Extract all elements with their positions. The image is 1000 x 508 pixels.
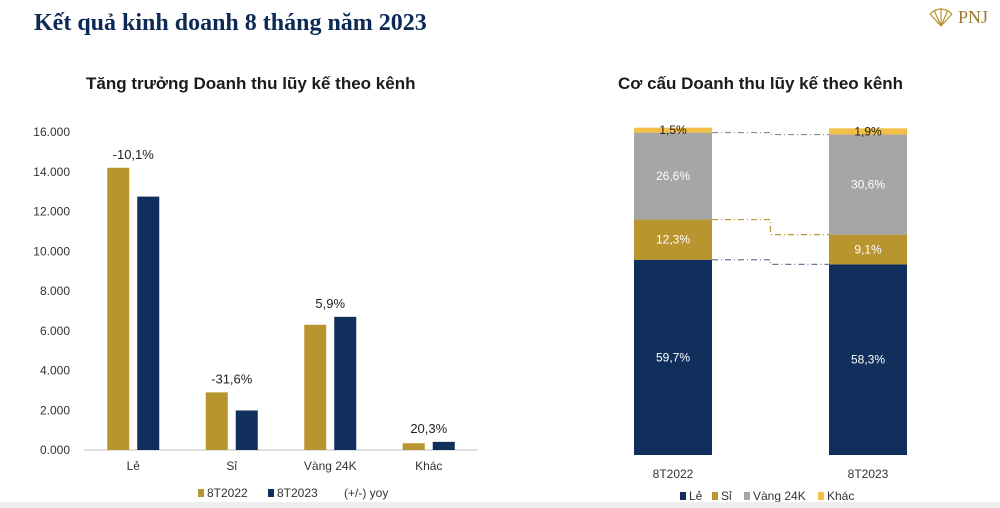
legend-swatch-Sỉ bbox=[712, 492, 718, 500]
yoy-annotation: 20,3% bbox=[410, 421, 447, 436]
logo-text: PNJ bbox=[957, 6, 988, 27]
footer-bar bbox=[0, 502, 1000, 508]
connector-line bbox=[712, 259, 829, 265]
segment-label: 1,9% bbox=[854, 124, 882, 138]
connector-line bbox=[712, 131, 829, 136]
y-tick-label: 12.000 bbox=[33, 205, 70, 219]
yoy-annotation: -10,1% bbox=[113, 147, 155, 162]
y-tick-label: 0.000 bbox=[40, 443, 70, 457]
x-tick-label: 8T2022 bbox=[653, 467, 694, 481]
revenue-growth-chart: 0.000 2.000 4.000 6.000 8.000 10.000 12.000 14.… bbox=[33, 125, 478, 500]
legend-swatch-Vàng 24K bbox=[744, 492, 750, 500]
segment-Lẻ-8T2022 bbox=[634, 259, 712, 455]
bar-8T2022-Khác bbox=[402, 443, 425, 450]
segment-Sỉ-8T2023 bbox=[829, 234, 907, 265]
stacked-chart-title: Cơ cấu Doanh thu lũy kế theo kênh bbox=[618, 74, 904, 93]
connector-line bbox=[712, 218, 829, 236]
revenue-structure-chart: 59,7% 12,3% 26,6% 1,5% 8T2022 58,3% 9,1% 30,6% 1… bbox=[634, 123, 907, 503]
bar-8T2023-Khác bbox=[432, 441, 455, 450]
legend-label: Khác bbox=[827, 489, 854, 503]
yoy-annotation: -31,6% bbox=[211, 371, 253, 386]
y-tick-label: 2.000 bbox=[40, 403, 70, 417]
y-tick-label: 4.000 bbox=[40, 364, 70, 378]
legend-swatch-8T2022 bbox=[198, 489, 204, 497]
segment-label: 1,5% bbox=[659, 123, 687, 137]
segment-label: 58,3% bbox=[851, 353, 885, 367]
segment-label: 26,6% bbox=[656, 169, 690, 183]
legend-label: Sỉ bbox=[721, 489, 732, 503]
legend-swatch-8T2023 bbox=[268, 489, 274, 497]
page-title: Kết quả kinh doanh 8 tháng năm 2023 bbox=[34, 10, 427, 36]
pnj-logo: PNJ bbox=[928, 6, 988, 28]
bar-chart-title: Tăng trưởng Doanh thu lũy kế theo kênh bbox=[86, 74, 416, 93]
legend-swatch-Khác bbox=[818, 492, 824, 500]
segment-Vàng 24K-8T2022 bbox=[634, 132, 712, 220]
x-tick-label: 8T2023 bbox=[848, 467, 889, 481]
legend-label: Lẻ bbox=[689, 489, 703, 503]
legend-yoy-label: (+/-) yoy bbox=[344, 486, 388, 500]
legend-label: Vàng 24K bbox=[753, 489, 806, 503]
y-tick-label: 10.000 bbox=[33, 244, 70, 258]
bar-8T2022-Sỉ bbox=[205, 392, 228, 450]
segment-Lẻ-8T2023 bbox=[829, 264, 907, 455]
y-tick-label: 14.000 bbox=[33, 165, 70, 179]
bar-8T2023-Lẻ bbox=[137, 196, 160, 450]
segment-label: 59,7% bbox=[656, 350, 690, 364]
x-tick-label: Lẻ bbox=[127, 459, 141, 473]
bar-8T2023-Vàng 24K bbox=[334, 316, 357, 450]
segment-Khác-8T2022 bbox=[634, 127, 712, 133]
bar-8T2022-Vàng 24K bbox=[304, 324, 327, 450]
x-tick-label: Khác bbox=[415, 459, 442, 473]
yoy-annotation: 5,9% bbox=[315, 296, 345, 311]
y-tick-label: 6.000 bbox=[40, 324, 70, 338]
bar-8T2022-Lẻ bbox=[107, 167, 130, 450]
pnj-fan-logo-icon bbox=[929, 8, 953, 27]
legend-label: 8T2022 bbox=[207, 486, 248, 500]
segment-label: 30,6% bbox=[851, 178, 885, 192]
legend-label: 8T2023 bbox=[277, 486, 318, 500]
segment-label: 9,1% bbox=[854, 242, 882, 256]
y-tick-label: 8.000 bbox=[40, 284, 70, 298]
legend-swatch-Lẻ bbox=[680, 492, 686, 500]
segment-label: 12,3% bbox=[656, 233, 690, 247]
bar-8T2023-Sỉ bbox=[235, 410, 258, 450]
segment-Sỉ-8T2022 bbox=[634, 219, 712, 260]
segment-Vàng 24K-8T2023 bbox=[829, 134, 907, 235]
segment-Khác-8T2023 bbox=[829, 128, 907, 135]
x-tick-label: Sỉ bbox=[226, 459, 237, 473]
x-tick-label: Vàng 24K bbox=[304, 459, 357, 473]
y-tick-label: 16.000 bbox=[33, 125, 70, 139]
